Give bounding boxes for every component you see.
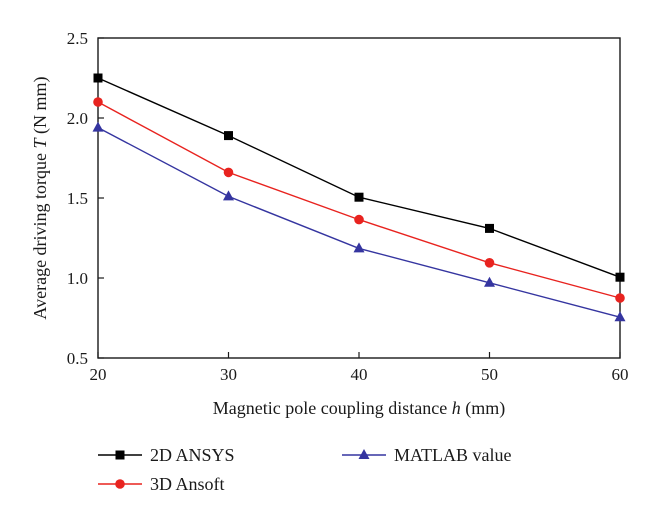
legend-label: 2D ANSYS <box>150 445 235 465</box>
y-axis-title: Average driving torque T (N mm) <box>30 76 51 319</box>
data-point-series-1 <box>93 73 103 83</box>
legend-item: 2D ANSYS <box>98 445 235 465</box>
data-point-series-2 <box>484 258 495 268</box>
y-axis-title-suffix: (N mm) <box>30 76 51 138</box>
legend: 2D ANSYS 3D Ansoft MATLAB value <box>98 445 511 494</box>
x-tick-label: 40 <box>351 365 368 384</box>
x-tick-label: 20 <box>90 365 107 384</box>
legend-label: 3D Ansoft <box>150 474 225 494</box>
x-axis-title-prefix: Magnetic pole coupling distance <box>213 398 452 418</box>
data-point-series-3 <box>484 276 495 287</box>
data-point-series-3 <box>353 242 365 253</box>
data-point-series-2 <box>223 167 234 178</box>
legend-marker <box>115 479 125 489</box>
data-point-series-2 <box>615 293 625 303</box>
legend-marker <box>358 449 370 459</box>
y-axis: 0.5 1.0 1.5 2.0 2.5 <box>67 29 104 368</box>
data-point-series-3 <box>614 311 626 322</box>
data-point-series-2 <box>93 97 103 107</box>
x-tick-label: 30 <box>220 365 237 384</box>
legend-label: MATLAB value <box>394 445 511 465</box>
x-tick-label: 50 <box>481 365 498 384</box>
legend-item: MATLAB value <box>342 445 511 465</box>
y-tick-label: 1.0 <box>67 269 88 288</box>
x-axis: 20 30 40 50 60 <box>90 352 629 384</box>
data-point-series-1 <box>485 223 494 233</box>
y-tick-label: 1.5 <box>67 189 88 208</box>
y-tick-label: 0.5 <box>67 349 88 368</box>
data-point-series-1 <box>615 272 625 282</box>
legend-marker <box>115 450 125 460</box>
x-axis-title-variable: h <box>452 398 461 418</box>
x-axis-title: Magnetic pole coupling distance h (mm) <box>213 398 505 419</box>
x-axis-title-suffix: (mm) <box>461 398 506 419</box>
series-layer <box>92 73 626 322</box>
data-point-series-1 <box>224 131 233 141</box>
data-point-series-3 <box>223 190 234 201</box>
y-axis-title-prefix: Average driving torque <box>30 148 50 319</box>
y-tick-label: 2.5 <box>67 29 88 48</box>
data-point-series-3 <box>92 121 104 132</box>
y-axis-title-variable: T <box>30 136 50 148</box>
data-point-series-2 <box>354 214 364 225</box>
x-tick-label: 60 <box>612 365 629 384</box>
data-point-series-1 <box>354 192 364 202</box>
legend-item: 3D Ansoft <box>98 474 225 494</box>
y-tick-label: 2.0 <box>67 109 88 128</box>
